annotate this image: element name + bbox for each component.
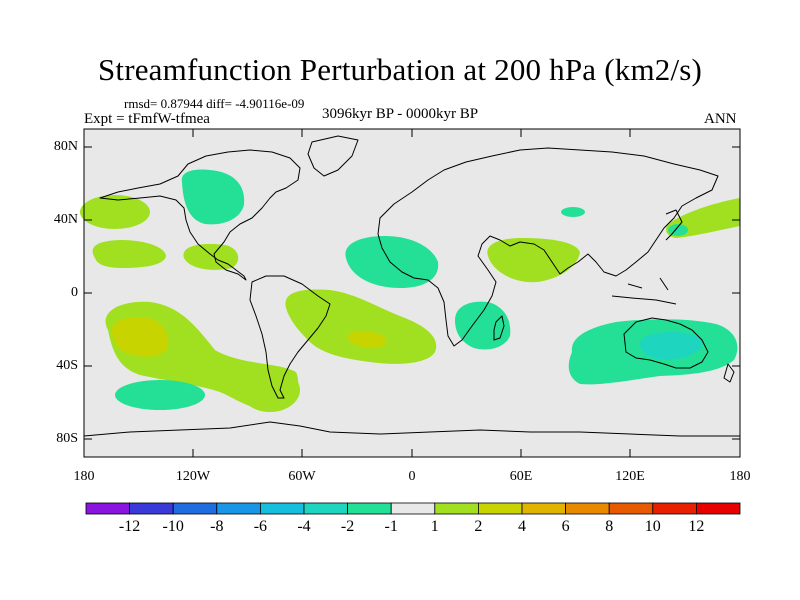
colorbar-label: -8 <box>210 518 224 535</box>
colorbar-swatch <box>303 502 348 515</box>
coast-greenland <box>307 135 359 177</box>
colorbar-swatch <box>347 502 392 515</box>
coast-eurasia-africa <box>377 147 719 347</box>
region-south-atlantic-core <box>347 331 387 348</box>
region-south-pacific-negative <box>115 380 205 410</box>
coast-australia <box>623 317 709 369</box>
axis-ticks <box>83 129 741 457</box>
colorbar-swatch <box>696 502 741 515</box>
lon-label-0: 0 <box>408 469 416 484</box>
colorbar-swatch <box>390 502 436 515</box>
colorbar-swatch <box>565 502 610 515</box>
colorbar-swatch <box>216 502 261 515</box>
region-madagascar-negative <box>455 301 511 350</box>
season-label: ANN <box>704 111 737 127</box>
colorbar-swatch <box>477 502 523 515</box>
lat-label-40s: 40S <box>56 358 78 373</box>
experiment-label: Expt = tFmfW-tfmea <box>84 111 210 127</box>
lat-label-80n: 80N <box>53 139 78 154</box>
region-south-pacific-core <box>112 317 169 357</box>
region-northwest-pacific-negative <box>668 224 688 236</box>
plot-title: Streamfunction Perturbation at 200 hPa (… <box>97 52 703 87</box>
region-arabian-sea-positive <box>487 238 580 283</box>
colorbar-label: 1 <box>430 518 439 535</box>
colorbar-swatch <box>608 502 654 515</box>
region-south-atlantic-positive <box>285 289 437 364</box>
colorbar-swatch <box>85 502 130 515</box>
lon-label-60e: 60E <box>509 469 533 484</box>
colorbar-label: -2 <box>340 518 355 535</box>
coastlines <box>83 135 740 437</box>
region-central-asia-negative <box>561 207 585 217</box>
stats-text: rmsd= 0.87944 diff= -4.90116e-09 <box>124 96 305 111</box>
lat-label-80s: 80S <box>56 431 78 446</box>
colorbar-label: 2 <box>474 518 483 535</box>
lon-label-180w: 180 <box>73 469 95 484</box>
region-north-america-negative <box>181 169 245 225</box>
lat-label-0: 0 <box>71 285 78 300</box>
colorbar-label: -6 <box>253 518 268 535</box>
colorbar-label: -12 <box>118 518 141 535</box>
region-mexico-positive <box>183 244 239 270</box>
coast-indonesia <box>611 277 677 305</box>
lat-label-40n: 40N <box>53 212 78 227</box>
coast-new-zealand <box>723 363 735 383</box>
colorbar <box>85 502 741 515</box>
colorbar-swatch <box>652 502 697 515</box>
colorbar-swatch <box>129 502 174 515</box>
colorbar-swatch <box>434 502 479 515</box>
colorbar-label: 6 <box>561 518 570 535</box>
colorbar-label: 4 <box>518 518 526 535</box>
colorbar-label: -1 <box>384 518 398 535</box>
colorbar-label: -10 <box>162 518 184 535</box>
colorbar-swatch <box>521 502 566 515</box>
lon-label-60w: 60W <box>288 469 316 484</box>
lon-label-120w: 120W <box>175 469 211 484</box>
region-tropical-east-pacific-positive <box>92 240 166 268</box>
colorbar-swatch <box>259 502 305 515</box>
coast-south-america <box>249 275 331 399</box>
region-patagonia-positive <box>240 368 300 412</box>
region-australia-core <box>640 332 703 360</box>
lon-label-180e: 180 <box>729 469 751 484</box>
time-range-label: 3096kyr BP - 0000kyr BP <box>322 106 479 122</box>
region-northeast-pacific-positive <box>80 195 150 229</box>
colorbar-label: 8 <box>605 518 614 535</box>
colorbar-label: 12 <box>688 518 705 535</box>
coast-antarctica <box>83 421 740 437</box>
colorbar-label: 10 <box>644 518 661 535</box>
coast-japan <box>665 209 683 241</box>
colorbar-label: -4 <box>297 518 311 535</box>
coast-madagascar <box>493 315 505 341</box>
lon-label-120e: 120E <box>615 469 645 484</box>
colorbar-swatch <box>172 502 218 515</box>
region-tropical-north-atlantic-negative <box>345 236 439 288</box>
coast-north-america <box>99 149 301 281</box>
